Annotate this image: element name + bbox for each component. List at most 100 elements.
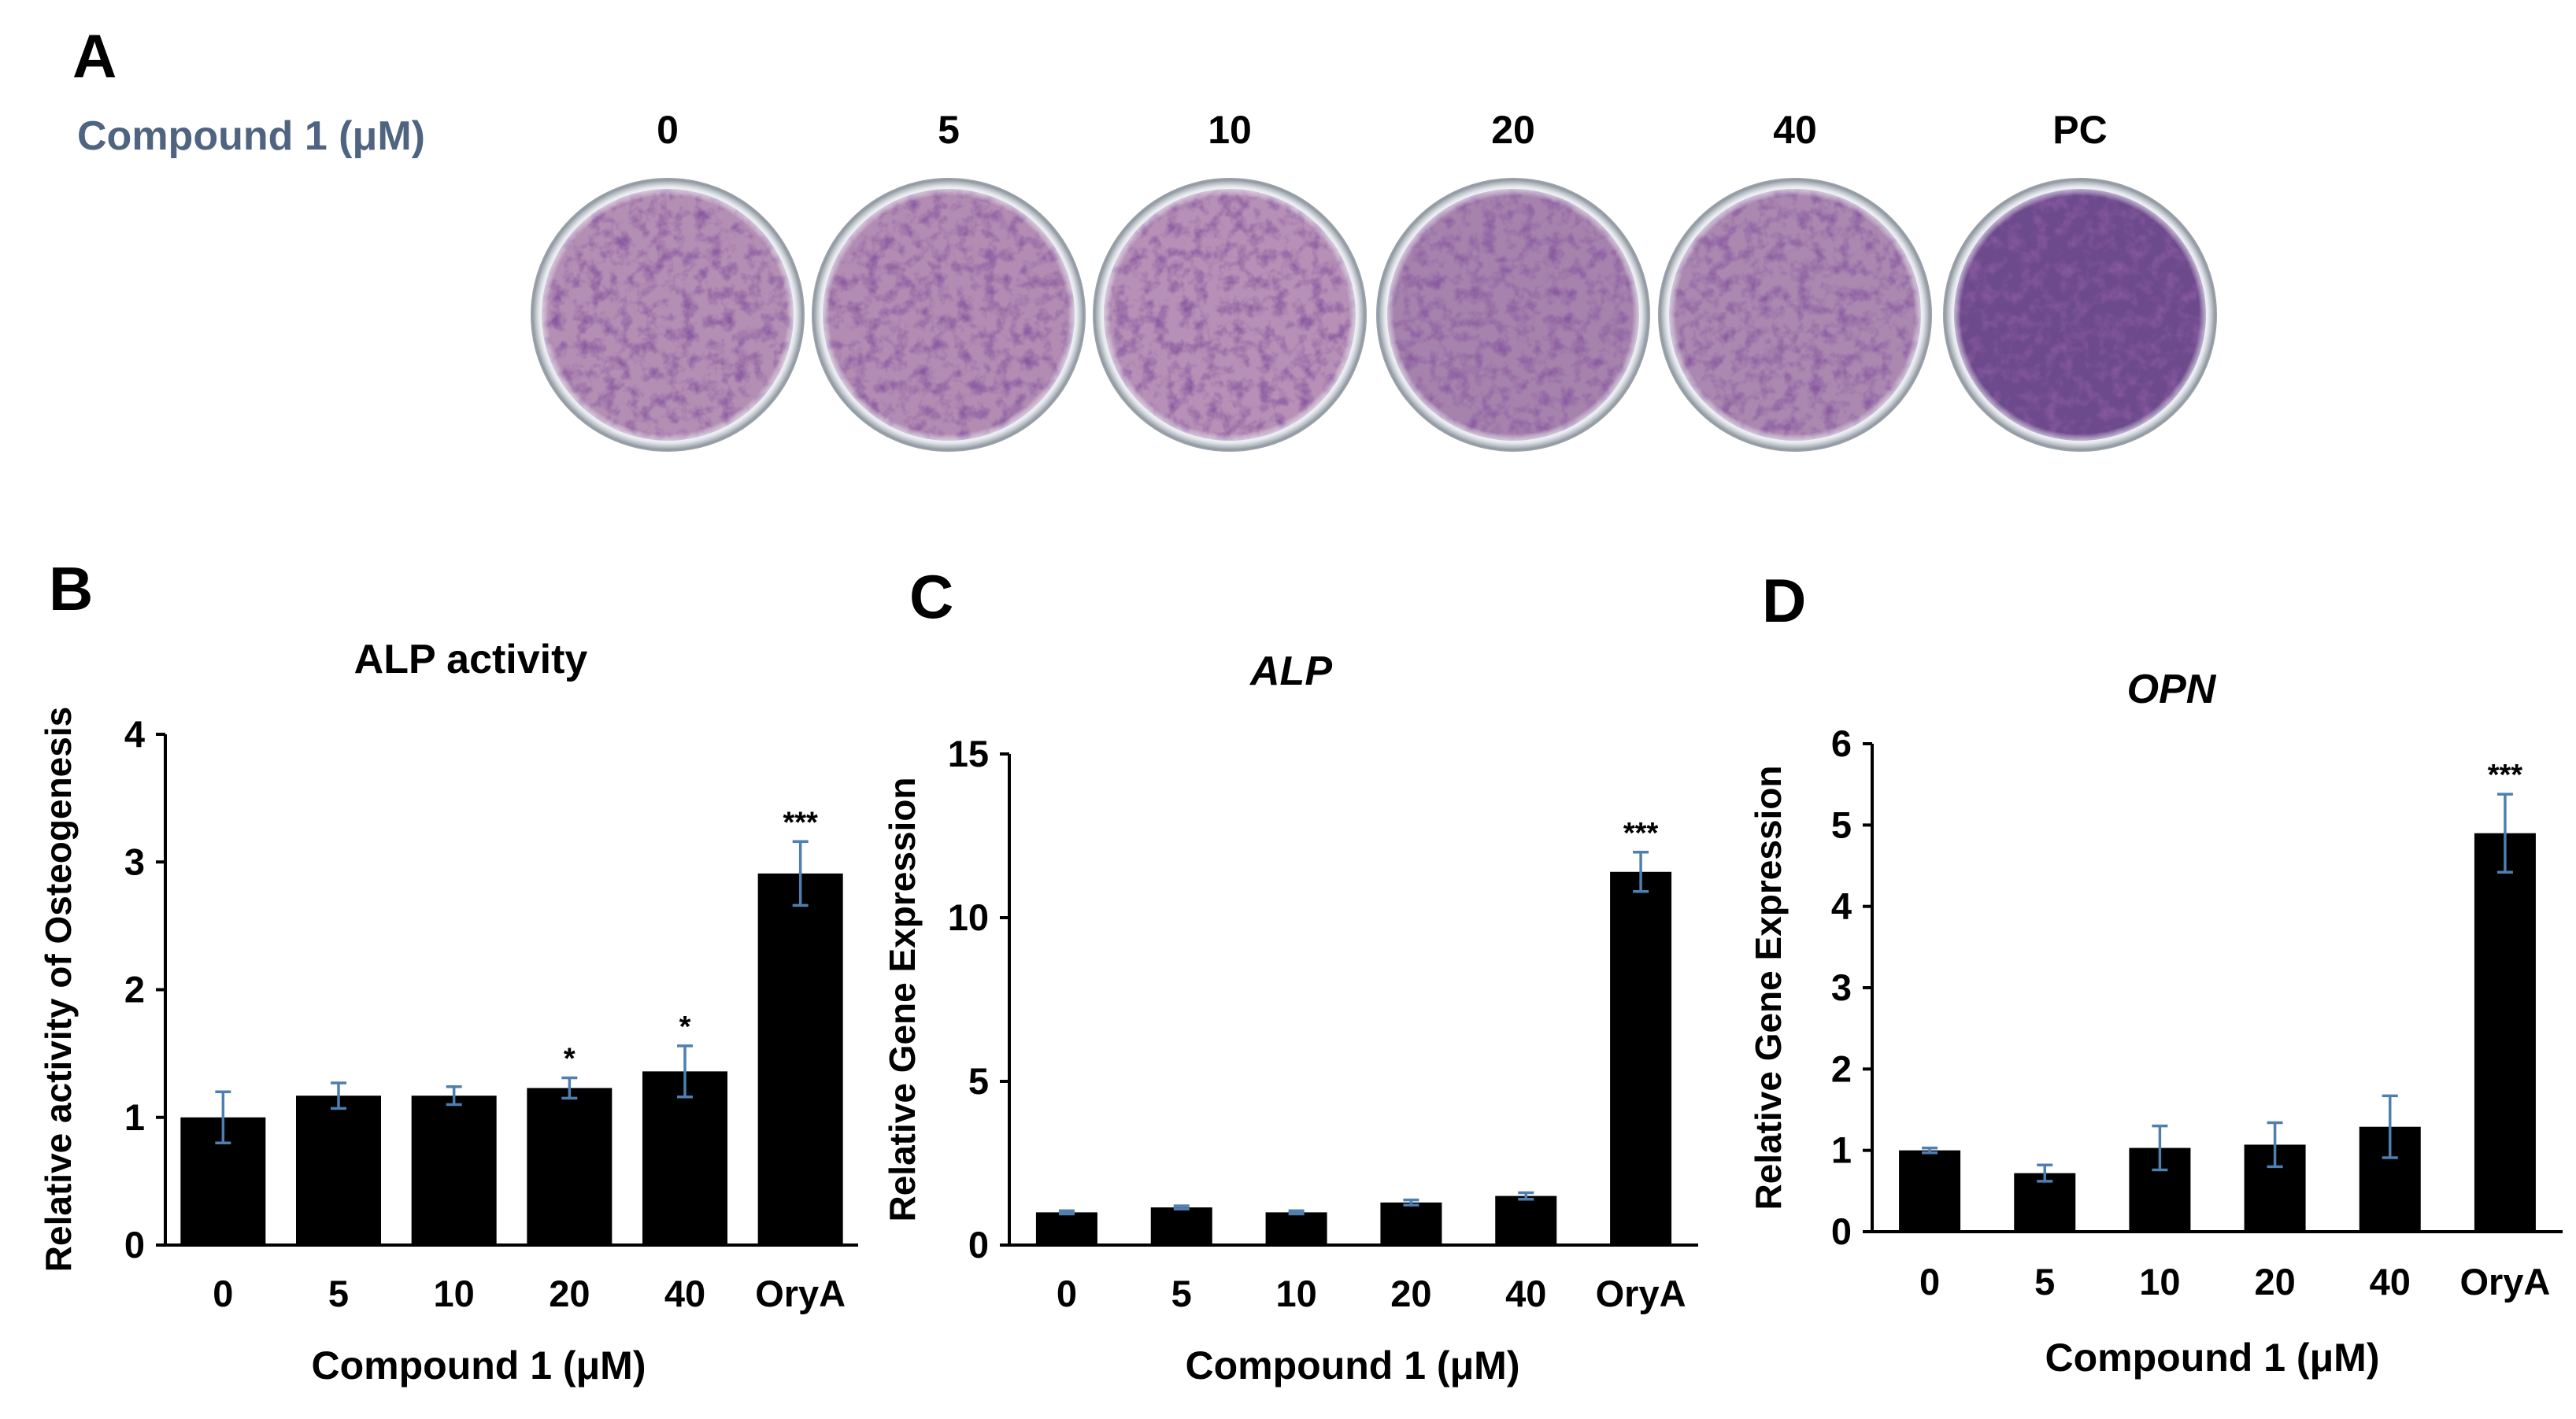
error-bar bbox=[792, 840, 809, 907]
petri-dish-4 bbox=[1658, 178, 1932, 452]
error-bar bbox=[446, 1085, 462, 1107]
x-axis-title: Compound 1 (μM) bbox=[1186, 1343, 1520, 1388]
y-tick-label: 3 bbox=[1831, 966, 1852, 1008]
dose-label-5: PC bbox=[2052, 108, 2107, 152]
significance-marker: * bbox=[679, 1011, 691, 1044]
x-tick-label: 5 bbox=[1171, 1273, 1192, 1314]
x-tick-label: 40 bbox=[1505, 1273, 1546, 1314]
bar bbox=[296, 1096, 381, 1245]
panel-a: A Compound 1 (μM) bbox=[72, 21, 2217, 452]
y-axis-title: Relative Gene Expression bbox=[1748, 765, 1789, 1210]
error-bar bbox=[2496, 793, 2513, 874]
dish-glass bbox=[1660, 179, 1930, 450]
x-tick-label: 5 bbox=[328, 1273, 349, 1314]
error-bar bbox=[1518, 1191, 1534, 1201]
y-tick-label: 0 bbox=[124, 1224, 145, 1266]
x-tick-label: 10 bbox=[434, 1273, 475, 1314]
dish-glass bbox=[1378, 179, 1649, 450]
significance-marker: *** bbox=[2488, 759, 2523, 792]
x-tick-label: OryA bbox=[755, 1273, 846, 1314]
error-bar bbox=[1288, 1209, 1305, 1216]
bar bbox=[1495, 1195, 1557, 1245]
x-tick-label: 5 bbox=[2034, 1261, 2055, 1303]
bar bbox=[1610, 871, 1672, 1245]
x-tick-label: OryA bbox=[2459, 1261, 2550, 1303]
chart-title: OPN bbox=[2127, 667, 2217, 712]
panel-letter-c: C bbox=[909, 562, 953, 631]
bar bbox=[411, 1096, 497, 1245]
petri-dish-5 bbox=[1943, 178, 2217, 452]
error-bar bbox=[2037, 1163, 2053, 1183]
error-bar bbox=[331, 1081, 346, 1110]
bar bbox=[642, 1071, 727, 1245]
panel-d: D OPN Relative Gene Expression Compound 1 (… bbox=[1748, 566, 2563, 1380]
significance-marker: *** bbox=[783, 806, 818, 839]
y-axis-title: Relative activity of Osteogenesis bbox=[38, 707, 79, 1272]
error-bar bbox=[1173, 1204, 1190, 1210]
x-tick-label: 20 bbox=[1390, 1273, 1431, 1314]
bar bbox=[1380, 1202, 1442, 1245]
dish-glass bbox=[532, 179, 803, 450]
y-tick-label: 4 bbox=[1831, 885, 1852, 927]
significance-marker: * bbox=[564, 1042, 576, 1075]
bar bbox=[1035, 1212, 1097, 1245]
x-axis-title: Compound 1 (μM) bbox=[2045, 1336, 2380, 1380]
chart-title: ALP activity bbox=[354, 637, 588, 682]
y-tick-label: 1 bbox=[1831, 1129, 1852, 1171]
y-tick-label: 0 bbox=[1831, 1210, 1852, 1252]
petri-dish-row bbox=[531, 178, 2217, 452]
error-bar bbox=[2267, 1121, 2283, 1169]
y-tick-label: 3 bbox=[124, 841, 145, 882]
y-tick-label: 5 bbox=[968, 1060, 989, 1102]
y-tick-label: 0 bbox=[968, 1224, 989, 1266]
bar bbox=[527, 1088, 613, 1245]
error-bar bbox=[215, 1090, 231, 1144]
y-tick-label: 15 bbox=[948, 733, 989, 774]
x-tick-label: 0 bbox=[1919, 1261, 1940, 1303]
x-tick-label: 10 bbox=[1275, 1273, 1316, 1314]
y-tick-label: 10 bbox=[948, 896, 989, 938]
x-tick-label: OryA bbox=[1596, 1273, 1686, 1314]
bar bbox=[2474, 833, 2536, 1232]
error-bar bbox=[1922, 1146, 1938, 1155]
petri-dish-2 bbox=[1093, 178, 1367, 452]
dose-label-0: 0 bbox=[657, 108, 679, 152]
y-tick-label: 2 bbox=[1831, 1048, 1852, 1089]
significance-marker: *** bbox=[1623, 817, 1659, 850]
bar bbox=[757, 873, 843, 1245]
panel-letter-a: A bbox=[72, 21, 117, 91]
x-axis-title: Compound 1 (μM) bbox=[312, 1343, 646, 1388]
dish-glass bbox=[1945, 179, 2215, 450]
x-tick-label: 0 bbox=[1057, 1273, 1077, 1314]
y-tick-label: 6 bbox=[1831, 722, 1852, 764]
y-axis-title: Relative Gene Expression bbox=[882, 777, 923, 1221]
panel-b: B ALP activity Relative activity of Osteog… bbox=[38, 554, 858, 1388]
panel-letter-d: D bbox=[1762, 566, 1806, 635]
dose-label-1: 5 bbox=[938, 108, 960, 152]
error-bar bbox=[1403, 1198, 1419, 1207]
dose-label-3: 20 bbox=[1491, 108, 1535, 152]
dose-label-4: 40 bbox=[1773, 108, 1817, 152]
dish-glass bbox=[1094, 179, 1365, 450]
x-tick-label: 40 bbox=[2370, 1261, 2411, 1303]
y-tick-label: 2 bbox=[124, 969, 145, 1011]
error-bar bbox=[677, 1044, 693, 1099]
bar bbox=[1899, 1150, 1961, 1232]
bar bbox=[1265, 1212, 1327, 1245]
y-tick-label: 4 bbox=[124, 713, 145, 755]
error-bar bbox=[2152, 1124, 2168, 1172]
petri-dish-0 bbox=[531, 178, 805, 452]
chart-title: ALP bbox=[1249, 649, 1332, 694]
compound-row-label: Compound 1 (μM) bbox=[77, 113, 425, 159]
error-bar bbox=[2382, 1094, 2398, 1159]
petri-dish-1 bbox=[812, 178, 1086, 452]
error-bar bbox=[1633, 851, 1649, 893]
bar bbox=[1150, 1207, 1212, 1245]
error-bar bbox=[1058, 1209, 1075, 1216]
x-tick-label: 20 bbox=[549, 1273, 590, 1314]
x-tick-label: 10 bbox=[2139, 1261, 2180, 1303]
dose-label-2: 10 bbox=[1208, 108, 1252, 152]
panel-c: C ALP Relative Gene Expression Compound 1 (… bbox=[882, 562, 1698, 1388]
x-tick-label: 20 bbox=[2254, 1261, 2295, 1303]
